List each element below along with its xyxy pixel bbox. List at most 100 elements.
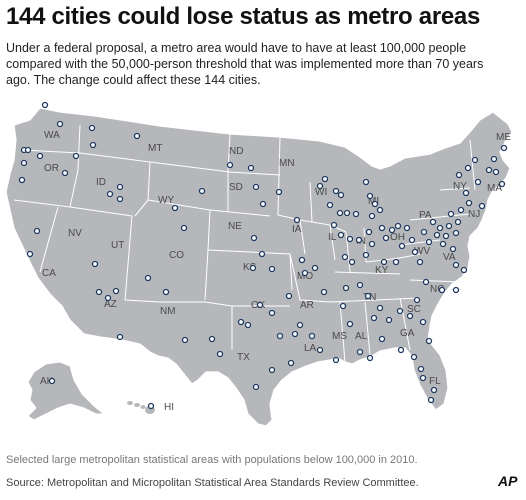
city-marker <box>417 365 425 373</box>
city-marker <box>162 288 170 296</box>
city-marker <box>247 164 255 172</box>
city-marker <box>368 212 376 220</box>
city-marker <box>147 402 155 410</box>
city-marker <box>20 159 28 167</box>
state-label-wy: WY <box>158 195 174 206</box>
city-marker <box>403 224 411 232</box>
city-marker <box>332 356 340 364</box>
city-marker <box>56 120 64 128</box>
state-label-nv: NV <box>68 228 82 239</box>
city-marker <box>396 307 404 315</box>
state-label-ky: KY <box>375 265 389 276</box>
state-label-me: ME <box>496 132 511 143</box>
city-marker <box>181 336 189 344</box>
city-marker <box>36 152 44 160</box>
city-marker <box>416 258 424 266</box>
state-label-nj: NJ <box>468 209 480 220</box>
city-marker <box>337 231 345 239</box>
city-marker <box>410 353 418 361</box>
headline: 144 cities could lose status as metro ar… <box>6 3 481 30</box>
city-marker <box>355 236 363 244</box>
state-label-ne: NE <box>228 221 242 232</box>
city-marker <box>237 318 245 326</box>
city-marker <box>411 248 419 256</box>
city-marker <box>364 292 372 300</box>
city-marker <box>452 229 460 237</box>
city-marker <box>91 260 99 268</box>
city-marker <box>341 253 349 261</box>
city-marker <box>276 332 284 340</box>
city-marker <box>72 152 80 160</box>
city-marker <box>371 200 379 208</box>
city-marker <box>455 171 463 179</box>
city-marker <box>425 337 433 345</box>
contiguous-us-landmass <box>5 107 513 427</box>
state-label-va: VA <box>443 252 456 263</box>
city-marker <box>198 187 206 195</box>
city-marker <box>378 224 386 232</box>
city-marker <box>419 318 427 326</box>
city-marker <box>106 190 114 198</box>
city-marker <box>457 206 465 214</box>
city-marker <box>268 366 276 374</box>
state-label-wa: WA <box>44 130 60 141</box>
city-marker <box>339 302 347 310</box>
state-label-ks: KS <box>243 262 257 273</box>
city-marker <box>330 221 338 229</box>
city-marker <box>285 292 293 300</box>
city-marker <box>343 209 351 217</box>
state-label-oh: OH <box>390 232 405 243</box>
state-label-ut: UT <box>111 240 124 251</box>
city-marker <box>382 234 390 242</box>
city-marker <box>180 224 188 232</box>
city-marker <box>429 218 437 226</box>
city-marker <box>116 183 124 191</box>
source-note: Source: Metropolitan and Micropolitan St… <box>6 477 419 489</box>
city-marker <box>378 335 386 343</box>
city-marker <box>392 258 400 266</box>
state-label-mo: MO <box>297 271 313 282</box>
city-marker <box>422 278 430 286</box>
state-label-id: ID <box>96 177 106 188</box>
city-marker <box>380 258 388 266</box>
city-marker <box>336 209 344 217</box>
state-label-nd: ND <box>229 146 243 157</box>
city-marker <box>452 261 460 269</box>
city-marker <box>244 321 252 329</box>
city-marker <box>376 304 384 312</box>
city-marker <box>112 287 120 295</box>
city-marker <box>356 348 364 356</box>
hawaii-landmass <box>127 401 155 414</box>
state-label-ak: AK <box>40 376 54 387</box>
subhead: Under a federal proposal, a metro area w… <box>6 41 484 87</box>
city-marker <box>419 374 427 382</box>
city-marker <box>436 224 444 232</box>
city-marker <box>413 296 421 304</box>
city-marker <box>104 294 112 302</box>
state-label-ca: CA <box>42 268 56 279</box>
city-marker <box>144 274 152 282</box>
city-marker <box>298 256 306 264</box>
state-label-il: IL <box>328 232 337 243</box>
city-markers <box>18 101 508 410</box>
city-marker <box>316 182 324 190</box>
city-marker <box>471 156 479 164</box>
city-marker <box>226 161 234 169</box>
city-marker <box>406 312 414 320</box>
city-marker <box>296 321 304 329</box>
state-label-co: CO <box>169 250 184 261</box>
city-marker <box>485 166 493 174</box>
state-label-nm: NM <box>160 306 176 317</box>
city-marker <box>287 359 295 367</box>
state-label-wv: WV <box>414 246 430 257</box>
city-marker <box>88 124 96 132</box>
city-marker <box>368 240 376 248</box>
state-label-ms: MS <box>332 331 347 342</box>
city-marker <box>465 199 473 207</box>
city-marker <box>376 206 384 214</box>
city-marker <box>268 265 276 273</box>
state-label-pa: PA <box>419 210 432 221</box>
city-marker <box>332 187 340 195</box>
city-marker <box>41 101 49 109</box>
ap-logo: AP <box>498 473 518 489</box>
